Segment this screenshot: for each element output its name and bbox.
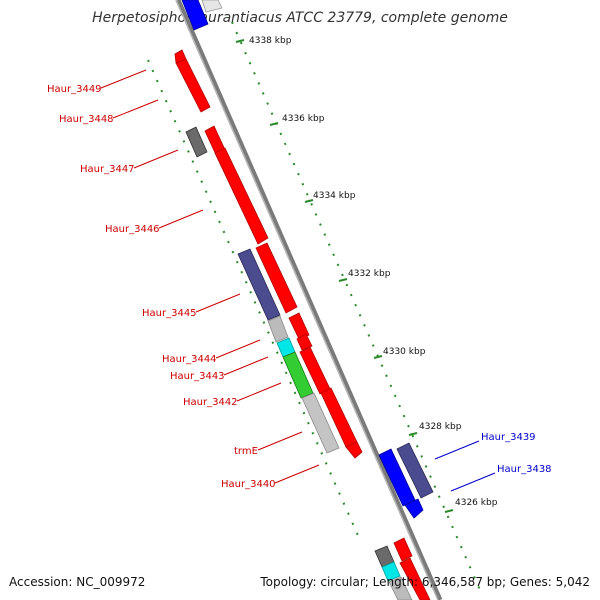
topology-text: Topology: circular; Length: 6,346,587 bp… [260,575,590,589]
label-haur-3446[interactable]: Haur_3446 [105,224,160,235]
gene-top-reverse[interactable] [181,0,209,31]
label-haur-3438[interactable]: Haur_3438 [497,464,552,475]
accession-text: Accession: NC_009972 [9,575,146,589]
scale-label-4330: 4330 kbp [383,347,426,357]
label-haur-3440[interactable]: Haur_3440 [221,479,276,490]
gene-haur-3444-cog[interactable] [267,315,289,343]
gene-lower-2[interactable] [399,557,431,600]
scale-label-4326: 4326 kbp [455,498,498,508]
gene-lower-1[interactable] [393,537,413,562]
left-leaders [100,69,320,484]
scale-label-4328: 4328 kbp [419,422,462,432]
gene-lower-cog-3[interactable] [388,576,413,600]
scale-label-4338: 4338 kbp [249,36,292,46]
gene-haur-3440-head [345,441,363,459]
gene-haur-3438-head [404,498,424,519]
label-haur-3443[interactable]: Haur_3443 [170,371,225,382]
label-haur-3439[interactable]: Haur_3439 [481,432,536,443]
reverse-strand-genes [181,0,434,519]
label-haur-3444[interactable]: Haur_3444 [162,354,217,365]
scale-label-4332: 4332 kbp [348,269,391,279]
gene-haur-3444-fwd[interactable] [288,312,310,340]
scale-ring-outer [231,21,481,591]
gene-trme-cog[interactable] [301,392,340,454]
right-leaders [434,440,496,492]
label-trme[interactable]: trmE [234,446,258,457]
gene-haur-3445-fwd[interactable] [255,242,298,314]
gene-haur-3439[interactable] [396,442,434,499]
scale-ring-inner [147,59,361,541]
forward-strand-genes [174,49,431,600]
right-gene-labels: Haur_3439 Haur_3438 [481,432,552,475]
gene-lower-cog-2[interactable] [381,561,401,582]
scale-label-4334: 4334 kbp [313,191,356,201]
label-haur-3445[interactable]: Haur_3445 [142,308,197,319]
gene-top-cog[interactable] [201,0,223,13]
left-gene-labels: Haur_3449 Haur_3448 Haur_3447 Haur_3446 … [47,84,276,490]
genome-backbone [175,0,443,600]
gene-haur-3446[interactable] [214,147,269,245]
gene-haur-3449-head [174,49,187,64]
cog-genes [185,0,413,600]
label-haur-3447[interactable]: Haur_3447 [80,164,135,175]
label-haur-3442[interactable]: Haur_3442 [183,397,238,408]
scale-labels: 4338 kbp 4336 kbp 4334 kbp 4332 kbp 4330… [249,36,498,508]
gene-haur-3447-cog[interactable] [185,126,208,158]
gene-haur-3445-cog[interactable] [237,248,281,321]
label-haur-3448[interactable]: Haur_3448 [59,114,114,125]
scale-label-4336: 4336 kbp [282,114,325,124]
label-haur-3449[interactable]: Haur_3449 [47,84,102,95]
gene-haur-3443-fwd[interactable] [296,333,313,351]
scale-ticks [235,39,454,513]
